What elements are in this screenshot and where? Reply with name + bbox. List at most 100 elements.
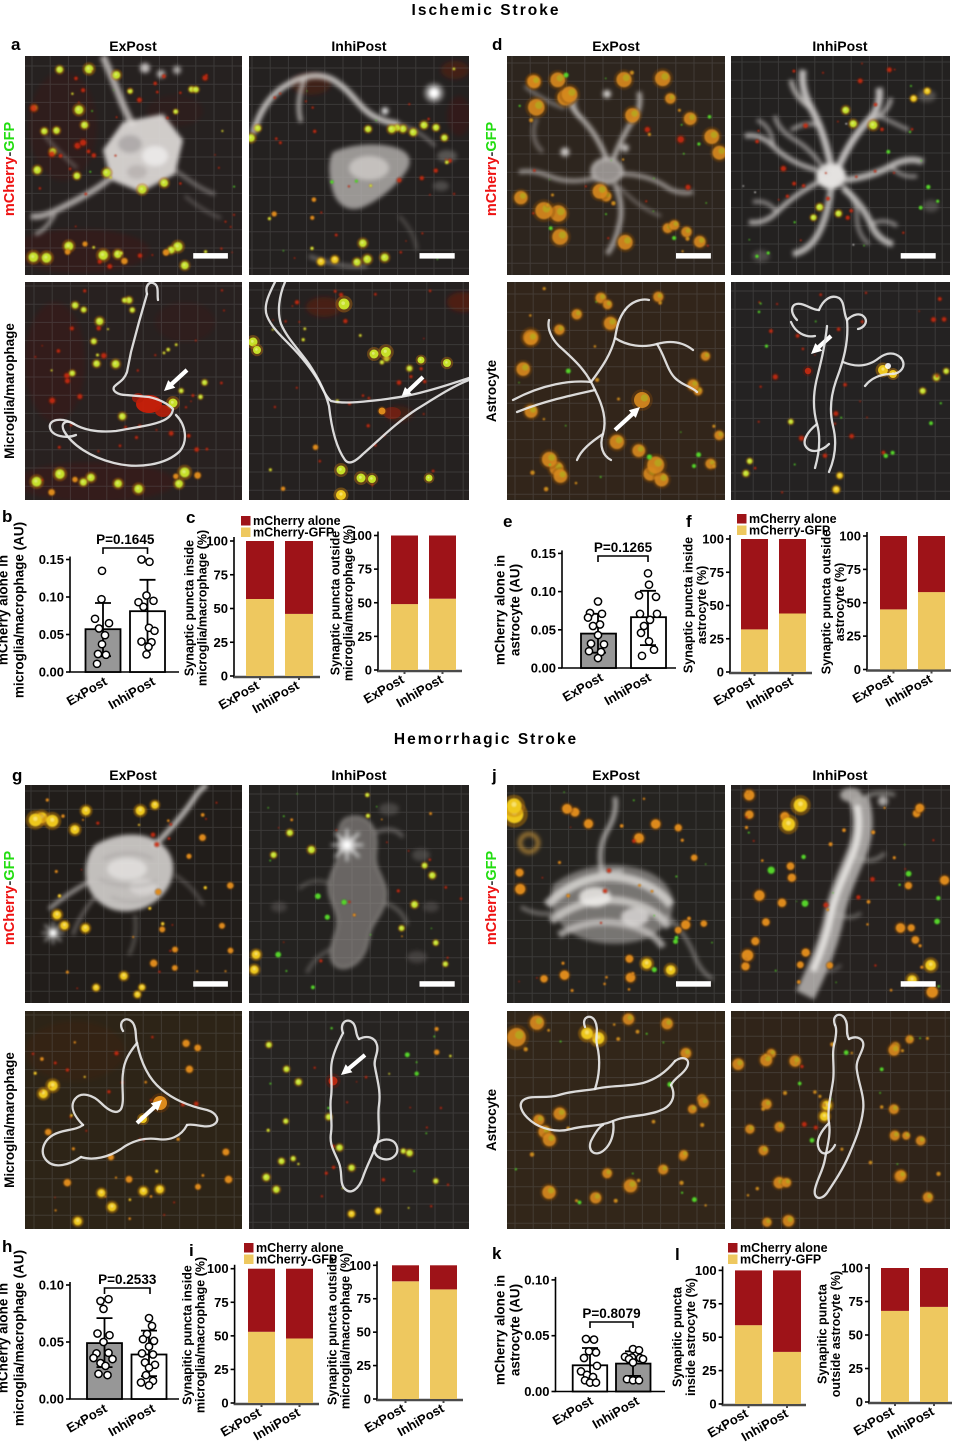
svg-text:InhiPost: InhiPost [885,1403,937,1442]
svg-text:P=0.8079: P=0.8079 [582,1306,640,1321]
svg-text:mCherry alone: mCherry alone [740,1241,828,1255]
svg-text:50: 50 [358,595,372,610]
svg-text:0.10: 0.10 [531,584,556,599]
svg-text:0: 0 [717,665,724,680]
svg-text:0.05: 0.05 [524,1328,549,1343]
svg-text:Hemorrhagic Stroke: Hemorrhagic Stroke [394,731,578,748]
svg-text:microglia/macrophage (%): microglia/macrophage (%) [339,1253,353,1409]
svg-text:50: 50 [710,598,724,613]
svg-text:microglia/macrophage (AU): microglia/macrophage (AU) [12,1250,27,1426]
svg-text:50: 50 [214,601,228,616]
svg-text:a: a [11,35,21,54]
svg-text:100: 100 [695,1263,717,1278]
svg-text:d: d [492,35,502,54]
svg-text:75: 75 [214,1295,228,1310]
svg-text:0.05: 0.05 [39,1335,64,1350]
svg-text:mCherry-GFP: mCherry-GFP [256,1253,337,1267]
svg-text:f: f [686,512,692,531]
svg-text:0.15: 0.15 [531,546,556,561]
svg-text:InhiPost: InhiPost [106,1400,158,1439]
svg-text:Microglia/marophage: Microglia/marophage [2,1052,17,1188]
svg-text:0.00: 0.00 [524,1384,549,1399]
svg-text:0.15: 0.15 [39,552,64,567]
svg-text:j: j [491,766,497,785]
svg-text:25: 25 [358,629,372,644]
svg-text:c: c [186,508,195,527]
svg-text:0.05: 0.05 [531,622,556,637]
svg-text:Synapitic puncta outside: Synapitic puncta outside [326,1257,340,1405]
svg-text:Ischemic Stroke: Ischemic Stroke [412,2,561,19]
svg-text:25: 25 [214,635,228,650]
svg-text:0.10: 0.10 [39,1278,64,1293]
svg-text:mCherry-GFP: mCherry-GFP [253,526,334,540]
svg-text:outside astrocyte (%): outside astrocyte (%) [829,1271,843,1397]
svg-text:Microglia/marophage: Microglia/marophage [2,323,17,459]
svg-text:InhiPost: InhiPost [812,38,868,54]
svg-text:100: 100 [206,534,228,549]
svg-text:100: 100 [350,528,372,543]
svg-text:ExPost: ExPost [592,767,640,783]
svg-text:ExPost: ExPost [109,767,157,783]
svg-text:0: 0 [856,1395,863,1410]
svg-text:75: 75 [849,1294,863,1309]
svg-text:Astrocyte: Astrocyte [484,359,499,422]
svg-text:astrocyte (AU): astrocyte (AU) [508,1284,523,1376]
svg-text:0: 0 [221,669,228,684]
svg-text:mCherry alone: mCherry alone [256,1241,344,1255]
svg-text:ExPost: ExPost [64,1400,110,1435]
svg-text:0: 0 [221,1396,228,1411]
svg-text:microglia/macrophage (%): microglia/macrophage (%) [196,530,210,686]
svg-text:InhiPost: InhiPost [250,677,302,716]
svg-text:mCherry alone in: mCherry alone in [0,1283,11,1393]
svg-text:ExPost: ExPost [64,673,110,708]
svg-text:Synaptic puncta outside: Synaptic puncta outside [329,531,343,676]
svg-text:microglia/macrophage (%): microglia/macrophage (%) [194,1257,208,1413]
svg-text:0.10: 0.10 [39,590,64,605]
svg-text:g: g [12,766,22,785]
svg-text:75: 75 [214,567,228,582]
svg-text:0: 0 [365,663,372,678]
svg-text:l: l [675,1245,680,1264]
svg-text:100: 100 [349,1258,371,1273]
svg-text:0: 0 [364,1392,371,1407]
svg-text:microglia/macrophage (AU): microglia/macrophage (AU) [12,522,27,698]
svg-text:25: 25 [847,629,861,644]
svg-text:Synapitic puncta: Synapitic puncta [670,1286,684,1387]
svg-text:mCherry-GFP: mCherry-GFP [484,851,500,946]
svg-text:50: 50 [357,1325,371,1340]
svg-text:microglia/macrophage (%): microglia/macrophage (%) [342,525,356,681]
svg-text:Synaptic puncta outside: Synaptic puncta outside [819,530,833,675]
svg-text:P=0.2533: P=0.2533 [98,1272,157,1287]
svg-text:100: 100 [702,532,724,547]
svg-text:mCherry-GFP: mCherry-GFP [2,851,18,946]
svg-text:astrocyte (%): astrocyte (%) [833,563,847,642]
svg-text:Astrocyte: Astrocyte [484,1088,499,1151]
svg-text:Synaptic puncta inside: Synaptic puncta inside [183,540,197,676]
svg-text:InhiPost: InhiPost [331,767,387,783]
svg-text:100: 100 [841,1261,863,1276]
svg-text:InhiPost: InhiPost [812,767,868,783]
svg-text:astrocyte (%): astrocyte (%) [695,566,709,645]
svg-text:0.10: 0.10 [524,1272,549,1287]
svg-text:mCherry-GFP: mCherry-GFP [749,524,830,538]
svg-text:e: e [503,512,512,531]
svg-text:P=0.1645: P=0.1645 [96,532,155,547]
svg-text:50: 50 [214,1328,228,1343]
svg-text:ExPost: ExPost [550,1393,596,1428]
svg-text:0: 0 [854,662,861,677]
svg-text:k: k [492,1244,502,1263]
svg-text:InhiPost: InhiPost [739,1405,791,1442]
svg-text:100: 100 [207,1261,229,1276]
svg-text:i: i [189,1241,194,1260]
svg-text:ExPost: ExPost [560,669,606,704]
svg-text:75: 75 [847,562,861,577]
svg-text:mCherry alone: mCherry alone [749,512,837,526]
svg-text:mCherry alone in: mCherry alone in [493,555,508,665]
svg-text:75: 75 [358,562,372,577]
svg-text:InhiPost: InhiPost [602,669,654,708]
svg-text:0.00: 0.00 [531,661,556,676]
svg-text:0.05: 0.05 [39,627,64,642]
svg-text:25: 25 [710,631,724,646]
svg-text:50: 50 [849,1328,863,1343]
svg-text:astrocyte (AU): astrocyte (AU) [508,564,523,656]
